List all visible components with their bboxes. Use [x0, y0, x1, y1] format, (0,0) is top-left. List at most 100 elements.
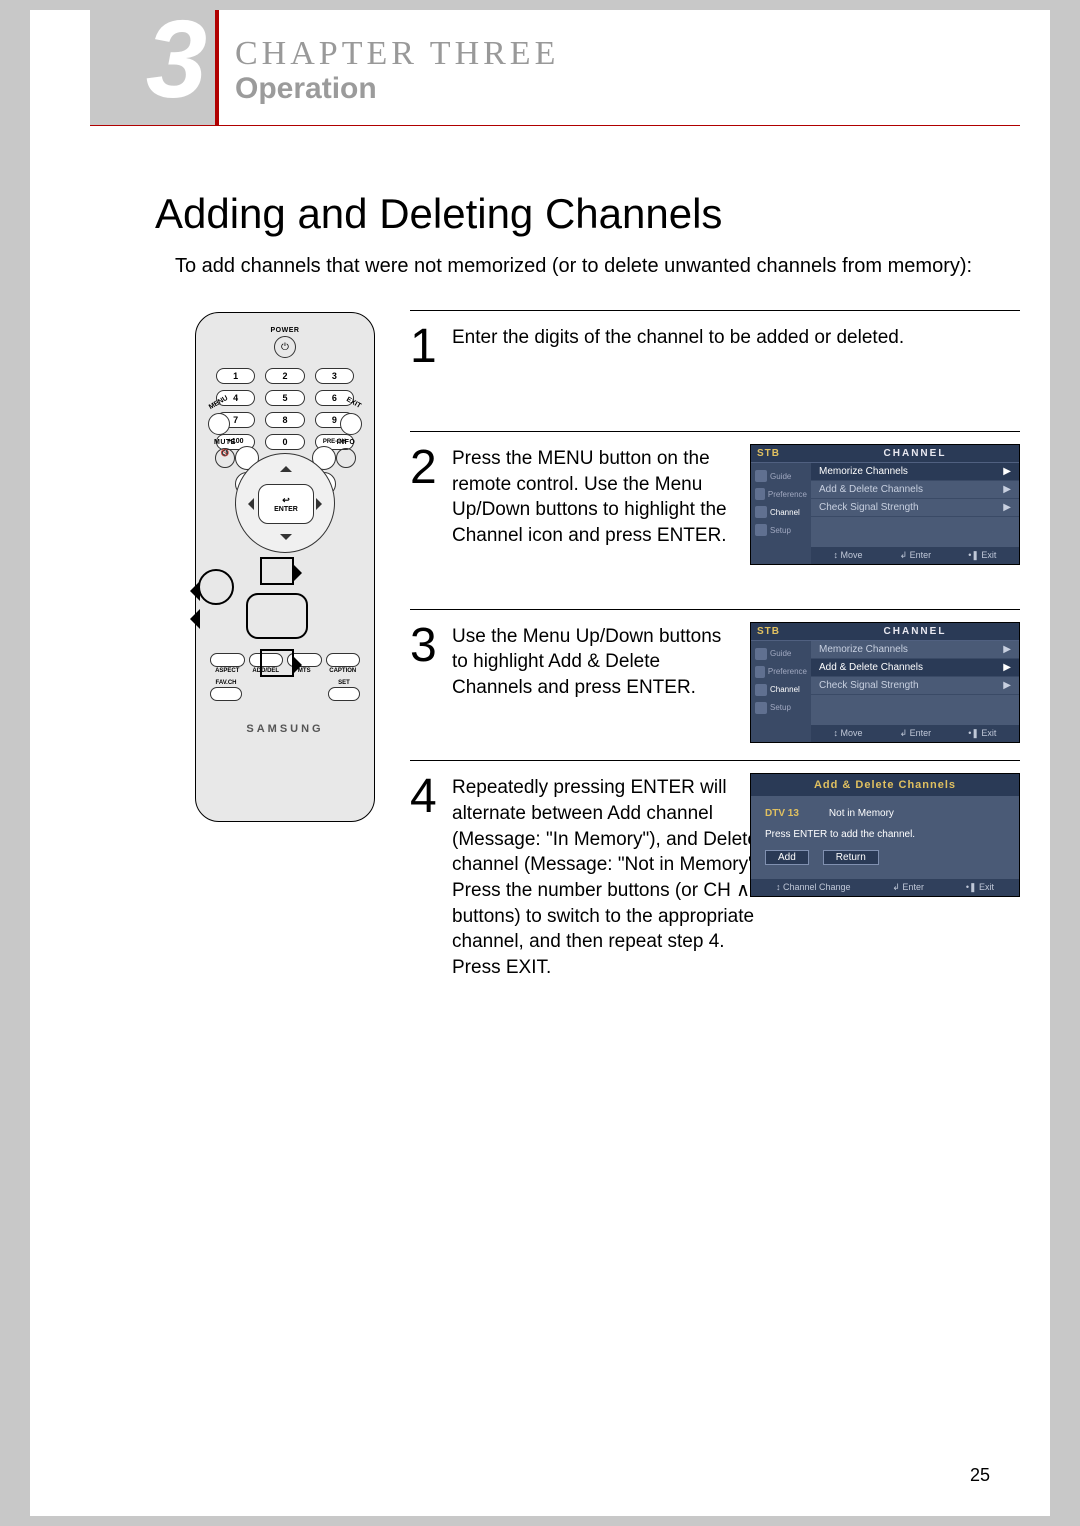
step-number: 1: [410, 323, 452, 371]
chevron-right-icon: ▶: [1003, 484, 1011, 495]
steps-list: 1 Enter the digits of the channel to be …: [410, 310, 1020, 1005]
osd-sidebar: Guide Preference Channel Setup: [751, 641, 811, 742]
caption-label: CAPTION: [326, 668, 361, 674]
step-number: 4: [410, 773, 452, 980]
chevron-right-icon: ▶: [1003, 662, 1011, 673]
osd-foot-exit: •❚ Exit: [968, 728, 996, 739]
osd-memory-status: Not in Memory: [829, 808, 894, 819]
chapter-number-box: 3: [90, 10, 215, 125]
preference-icon: [755, 666, 765, 678]
osd-channel-screenshot: STB CHANNEL Guide Preference Channel Set…: [750, 622, 1020, 743]
step-text: Press the MENU button on the remote cont…: [452, 444, 732, 549]
osd-menu: Memorize Channels▶ Add & Delete Channels…: [811, 641, 1019, 742]
osd-header-right: CHANNEL: [811, 445, 1019, 462]
step-number: 2: [410, 444, 452, 549]
step-3: 3 Use the Menu Up/Down buttons to highli…: [410, 609, 1020, 761]
osd-side-label: Guide: [770, 649, 791, 658]
caption-button: [326, 653, 361, 667]
brand-logo: SAMSUNG: [208, 723, 362, 735]
osd-add-button: Add: [765, 850, 809, 865]
highlight-enter: [246, 593, 308, 639]
nav-ring: ↩ ENTER: [235, 453, 335, 553]
highlight-arrow-icon: [180, 581, 200, 601]
num-0: 0: [265, 434, 304, 450]
osd-menu-item: Add & Delete Channels▶: [811, 659, 1019, 677]
intro-text: To add channels that were not memorized …: [175, 255, 995, 278]
osd-side-label: Preference: [768, 667, 807, 676]
highlight-arrow-icon: [292, 655, 312, 675]
adddel-button: [249, 653, 284, 667]
channel-icon: [755, 684, 767, 696]
set-label: SET: [338, 680, 350, 686]
guide-icon: [755, 648, 767, 660]
osd-header-right: CHANNEL: [811, 623, 1019, 640]
chapter-subtitle: Operation: [235, 72, 377, 106]
nav-right-icon: [316, 498, 328, 510]
osd-foot-channel-change: ↕ Channel Change: [776, 882, 851, 893]
page-number: 25: [970, 1465, 990, 1486]
osd-foot-move: ↕ Move: [834, 550, 863, 561]
osd-return-button: Return: [823, 850, 879, 865]
guide-icon: [755, 470, 767, 482]
osd-header-left: STB: [751, 445, 811, 462]
osd-footer: ↕ Channel Change ↲ Enter •❚ Exit: [751, 879, 1019, 896]
page-title: Adding and Deleting Channels: [155, 190, 722, 238]
exit-button: [340, 413, 362, 435]
step-text: Enter the digits of the channel to be ad…: [452, 323, 1012, 371]
osd-menu-item: Memorize Channels▶: [811, 641, 1019, 659]
osd-side-label: Setup: [770, 703, 791, 712]
nav-down-icon: [280, 534, 292, 546]
osd-menu-item: Check Signal Strength▶: [811, 499, 1019, 517]
step-number: 3: [410, 622, 452, 701]
chevron-right-icon: ▶: [1003, 680, 1011, 691]
osd-side-label: Guide: [770, 472, 791, 481]
setup-icon: [755, 524, 767, 536]
osd-prompt: Press ENTER to add the channel.: [763, 823, 1007, 846]
aspect-label: ASPECT: [210, 668, 245, 674]
osd-menu-item: Memorize Channels▶: [811, 463, 1019, 481]
osd-foot-enter: ↲ Enter: [892, 882, 924, 893]
osd-side-label: Preference: [768, 490, 807, 499]
chevron-right-icon: ▶: [1003, 466, 1011, 477]
header-divider: [215, 10, 219, 125]
manual-page: 3 CHAPTER THREE Operation Adding and Del…: [30, 10, 1050, 1516]
mute-button: 🔇: [215, 448, 235, 468]
enter-button: ↩ ENTER: [258, 484, 314, 524]
power-button: ⏻: [274, 336, 296, 358]
favch-label: FAV.CH: [215, 680, 236, 686]
highlight-menu: [198, 569, 234, 605]
step-1: 1 Enter the digits of the channel to be …: [410, 310, 1020, 431]
chevron-right-icon: ▶: [1003, 502, 1011, 513]
osd-header-left: STB: [751, 623, 811, 640]
osd-sidebar: Guide Preference Channel Setup: [751, 463, 811, 564]
adddel-label: ADD/DEL: [249, 668, 284, 674]
highlight-arrow-icon: [180, 609, 200, 629]
step-text: Use the Menu Up/Down buttons to highligh…: [452, 622, 732, 701]
osd-foot-enter: ↲ Enter: [900, 728, 932, 739]
step-4: 4 Repeatedly pressing ENTER will alterna…: [410, 760, 1020, 1004]
osd-footer: ↕ Move ↲ Enter •❚ Exit: [811, 547, 1019, 564]
osd-add-delete-screenshot: Add & Delete Channels DTV 13 Not in Memo…: [750, 773, 1020, 897]
chapter-label: CHAPTER THREE: [235, 35, 559, 73]
step-2: 2 Press the MENU button on the remote co…: [410, 431, 1020, 609]
favch-button: [210, 687, 242, 701]
osd-foot-exit: •❚ Exit: [966, 882, 994, 893]
osd-menu: Memorize Channels▶ Add & Delete Channels…: [811, 463, 1019, 564]
nav-up-icon: [280, 460, 292, 472]
osd-side-label: Setup: [770, 526, 791, 535]
num-1: 1: [216, 368, 255, 384]
mute-label: MUTE: [214, 439, 236, 446]
osd-foot-move: ↕ Move: [834, 728, 863, 739]
step-text: Repeatedly pressing ENTER will alternate…: [452, 773, 772, 980]
setup-icon: [755, 702, 767, 714]
osd-dtv-label: DTV 13: [765, 808, 799, 819]
osd-foot-exit: •❚ Exit: [968, 550, 996, 561]
osd-title: Add & Delete Channels: [751, 774, 1019, 796]
chevron-right-icon: ▶: [1003, 644, 1011, 655]
header-rule: [90, 125, 1020, 126]
nav-left-icon: [242, 498, 254, 510]
osd-footer: ↕ Move ↲ Enter •❚ Exit: [811, 725, 1019, 742]
preference-icon: [755, 488, 765, 500]
num-3: 3: [315, 368, 354, 384]
info-label: INFO: [337, 439, 356, 446]
